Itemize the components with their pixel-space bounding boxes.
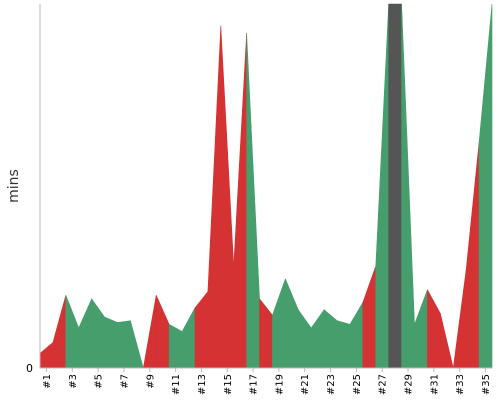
x-tick-labels: #1 #3 #5 #7 #9 #11 #13 #15 #17 #19 #21 #23 #25 #27 #29…: [42, 368, 492, 395]
build-area-21: [297, 308, 312, 369]
build-area-16: [233, 33, 247, 369]
build-area-12: [181, 307, 196, 369]
x-tick-label: #23: [326, 374, 337, 395]
build-area-1: [39, 341, 54, 369]
build-area-28: [388, 3, 402, 369]
build-area-31: [427, 289, 441, 369]
build-area-5: [91, 297, 105, 369]
build-area-14: [207, 25, 222, 369]
build-area-27: [375, 3, 389, 369]
build-area-24: [336, 320, 351, 369]
build-area-18: [259, 297, 273, 369]
y-tick-label: 0: [26, 362, 33, 375]
x-tick-label: #3: [68, 374, 79, 389]
build-area-3: [65, 295, 80, 369]
build-area-4: [78, 298, 92, 369]
x-tick-label: #29: [404, 374, 415, 395]
build-area-2: [52, 295, 67, 369]
x-tick-label: #5: [94, 374, 105, 389]
build-areas: [39, 3, 493, 369]
build-area-15: [220, 25, 235, 369]
x-tick-label: #7: [119, 374, 130, 389]
build-area-25: [349, 301, 364, 369]
build-area-34: [465, 142, 480, 369]
x-tick-label: #15: [223, 374, 234, 395]
build-area-19: [272, 278, 286, 369]
build-area-33: [452, 269, 467, 369]
build-area-6: [104, 316, 118, 369]
x-tick-label: #17: [249, 374, 260, 395]
build-area-8: [130, 320, 144, 369]
x-tick-label: #31: [429, 374, 440, 395]
x-tick-label: #33: [455, 374, 466, 395]
y-axis-label: mins: [6, 169, 22, 203]
x-tick-label: #27: [378, 374, 389, 395]
build-area-11: [168, 323, 183, 369]
build-area-9: [142, 295, 157, 369]
build-area-10: [155, 295, 170, 369]
build-area-7: [117, 320, 131, 369]
build-area-30: [414, 289, 428, 369]
x-tick-label: #21: [300, 374, 311, 395]
build-area-35: [478, 3, 493, 369]
x-tick-label: #11: [171, 374, 182, 395]
x-tick-label: #1: [42, 374, 53, 389]
x-tick-label: #13: [197, 374, 208, 395]
build-area-17: [246, 33, 260, 369]
x-tick-label: #25: [352, 374, 363, 395]
build-area-22: [310, 308, 325, 369]
build-area-32: [440, 313, 454, 369]
build-area-26: [362, 265, 377, 369]
build-area-23: [323, 309, 338, 369]
build-area-13: [194, 290, 209, 369]
x-tick-label: #35: [481, 374, 492, 395]
x-tick-label: #9: [145, 374, 156, 389]
build-area-20: [285, 278, 299, 369]
build-area-29: [401, 3, 415, 369]
x-tick-label: #19: [274, 374, 285, 395]
